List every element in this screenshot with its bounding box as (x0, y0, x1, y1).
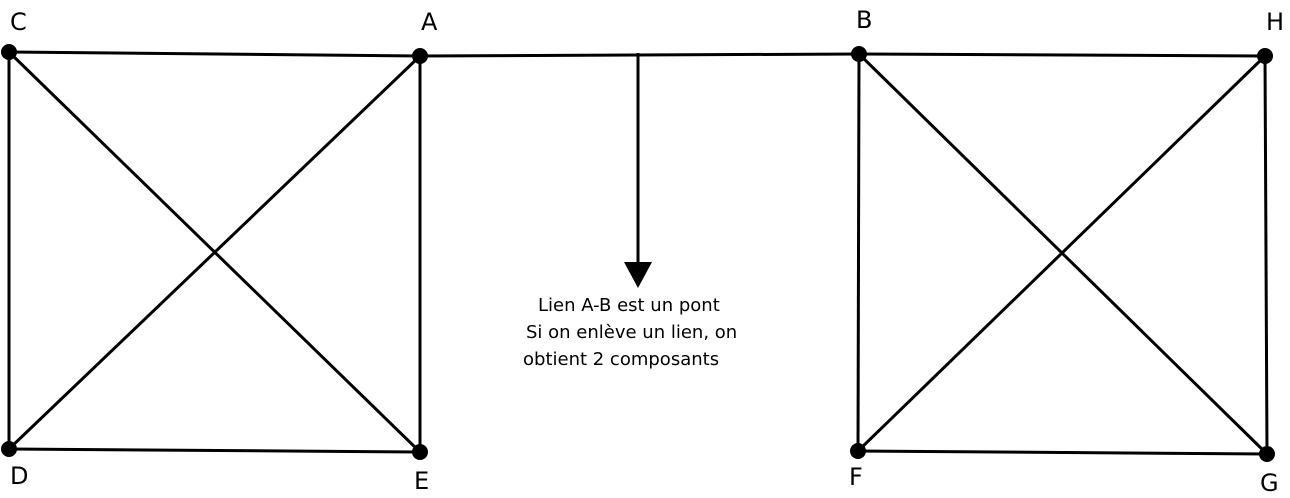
annotation-line-1: Lien A-B est un pont (538, 295, 720, 316)
node-label-c: C (10, 8, 27, 36)
bridge-annotation: Lien A-B est un pont Si on enlève un lie… (523, 295, 737, 370)
edge-h-g (1263, 55, 1269, 455)
node-g (1259, 446, 1275, 462)
node-label-d: D (10, 462, 28, 490)
edge-f-g (857, 449, 1268, 456)
node-label-a: A (421, 8, 438, 36)
edge-h-f (856, 54, 1267, 453)
node-label-f: F (849, 463, 863, 491)
annotation-line-3: obtient 2 composants (523, 349, 719, 370)
edge-a-d (7, 54, 422, 451)
node-d (1, 441, 17, 457)
edge-c-a (8, 50, 421, 58)
edge-b-f (856, 53, 861, 452)
node-label-b: B (856, 6, 872, 34)
node-a (412, 48, 428, 64)
arrow-head (624, 262, 652, 288)
nodes-layer (1, 44, 1275, 462)
annotation-line-2: Si on enlève un lien, on (526, 322, 737, 343)
node-c (1, 44, 17, 60)
edges-layer (7, 50, 1269, 456)
node-h (1257, 48, 1273, 64)
bridge-pointer-arrow (624, 53, 652, 288)
node-f (850, 443, 866, 459)
edge-b-h (858, 52, 1266, 58)
node-e (412, 444, 428, 460)
labels-layer: C A D E B H F G (10, 6, 1284, 497)
node-label-h: H (1266, 8, 1284, 36)
edge-d-e (8, 447, 421, 454)
node-label-e: E (414, 467, 429, 495)
node-label-g: G (1260, 469, 1279, 497)
node-b (851, 46, 867, 62)
